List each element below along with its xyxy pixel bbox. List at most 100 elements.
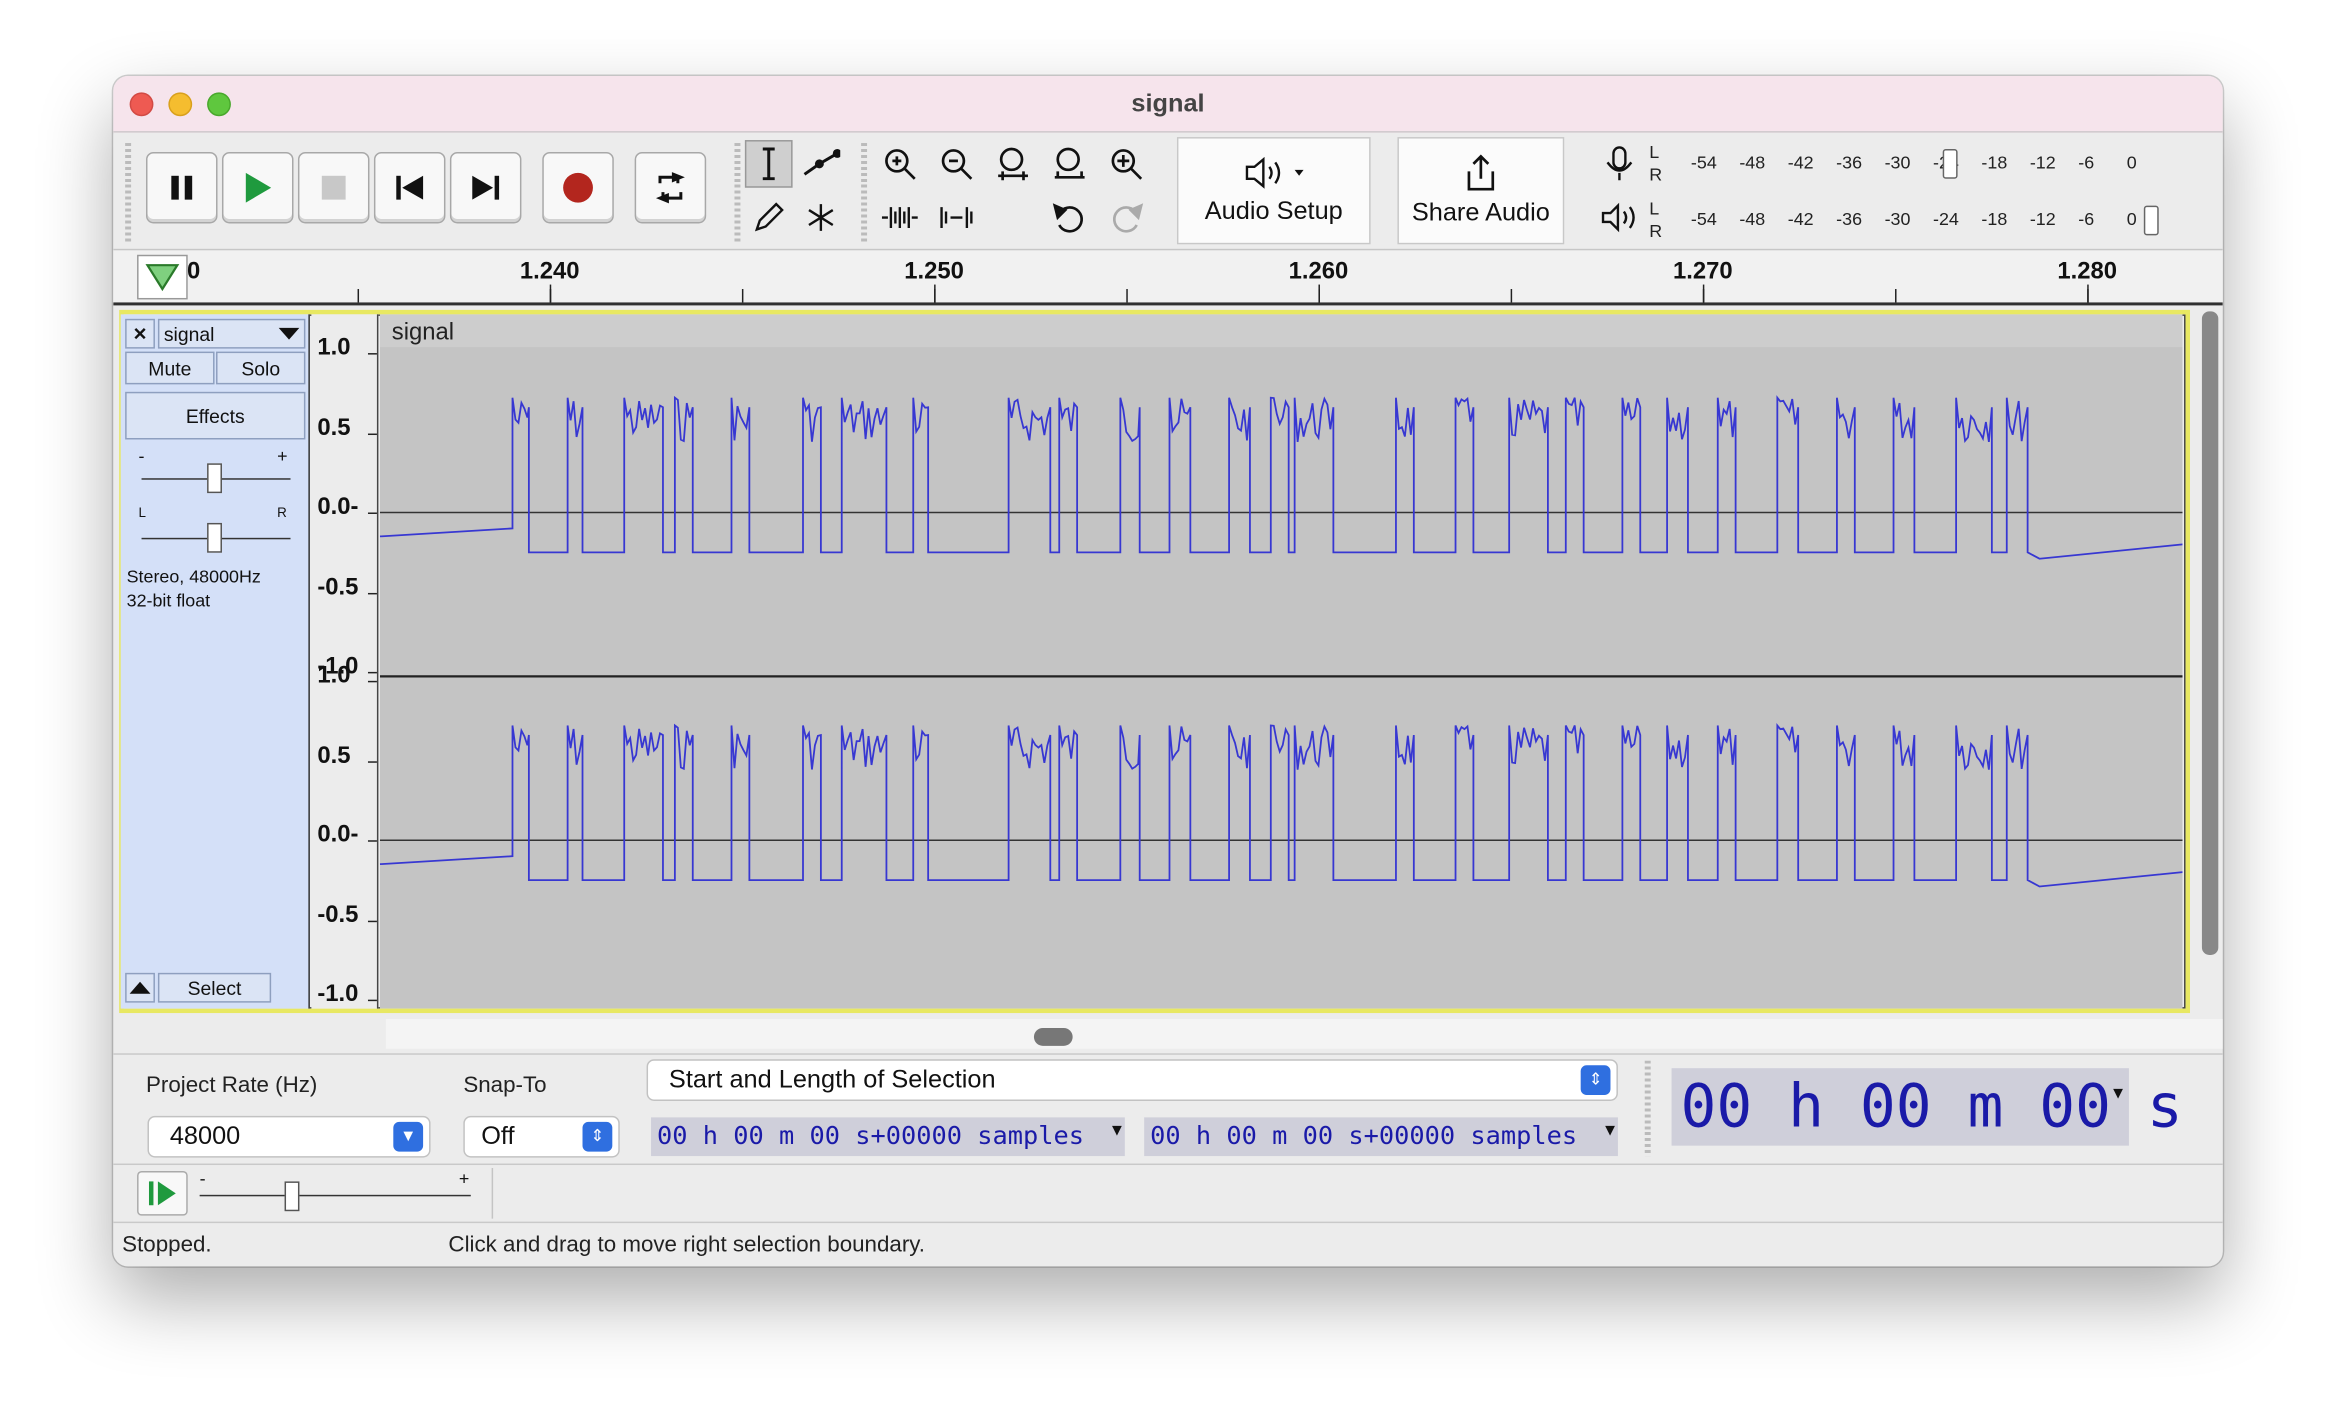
- scale-tick: [367, 840, 377, 842]
- record-level-meter[interactable]: L R -54-48-42-36-30-24-18-12-60: [1646, 142, 2145, 187]
- snap-to-value: Off: [481, 1121, 515, 1151]
- vertical-scrollbar-thumb[interactable]: [2201, 311, 2219, 955]
- close-window-button[interactable]: [129, 92, 154, 117]
- mute-button[interactable]: Mute: [125, 351, 215, 385]
- playback-meter-button[interactable]: [1596, 194, 1644, 242]
- redo-button[interactable]: [1102, 194, 1150, 242]
- title-bar: signal: [113, 75, 2223, 133]
- gain-slider-thumb[interactable]: [207, 463, 222, 494]
- share-audio-label: Share Audio: [1411, 198, 1550, 227]
- ruler-minor-tick: [1126, 289, 1128, 303]
- fit-selection-button[interactable]: [989, 140, 1037, 188]
- loop-button[interactable]: [634, 151, 707, 224]
- selection-length-time[interactable]: 00 h 00 m 00 s+00000 samples ▼: [1144, 1117, 1618, 1157]
- meter-tick-label: -54: [1690, 208, 1717, 230]
- time-toolbar-grip[interactable]: [1644, 1060, 1651, 1157]
- vertical-amplitude-scale[interactable]: 1.0 0.5 0.0- -0.5 -1.0 1.0 0.5 0.0- -0.5 -1.0: [311, 314, 379, 1009]
- horizontal-scrollbar[interactable]: [385, 1019, 2223, 1049]
- track-control-panel[interactable]: × signal Mute Solo Effects - + L R Stere…: [120, 314, 310, 1009]
- playback-level-meter[interactable]: L R -54 -48 -42 -36 -30 -24 -18 -12 -6 0: [1646, 198, 2159, 243]
- ruler-time-label: 1.240: [519, 259, 580, 285]
- track-name-menu-button[interactable]: signal: [157, 318, 306, 349]
- scale-label: 0.0-: [317, 822, 359, 848]
- solo-button[interactable]: Solo: [216, 351, 306, 385]
- track-select-button[interactable]: Select: [157, 972, 272, 1003]
- transport-toolbar-grip[interactable]: [125, 143, 132, 245]
- skip-to-start-button[interactable]: [373, 151, 446, 224]
- chevron-updown-icon: ⇕: [582, 1121, 613, 1152]
- scale-label: -1.0: [317, 654, 359, 680]
- undo-button[interactable]: [1046, 194, 1094, 242]
- play-button[interactable]: [221, 151, 294, 224]
- trim-audio-button[interactable]: [876, 194, 924, 242]
- pan-right-label: R: [277, 505, 287, 520]
- ruler-start-label: 0: [187, 259, 201, 285]
- playback-meter-right-label: R: [1649, 220, 1663, 242]
- waveform-clip[interactable]: signal: [379, 314, 2183, 1009]
- minimize-window-button[interactable]: [168, 92, 193, 117]
- redo-icon: [1113, 203, 1144, 233]
- status-hint: Click and drag to move right selection b…: [448, 1232, 926, 1258]
- skip-to-end-button[interactable]: [449, 151, 522, 224]
- meter-tick-label: 0: [2126, 208, 2137, 230]
- zoom-out-button[interactable]: [933, 140, 981, 188]
- speed-plus-label: +: [458, 1168, 470, 1189]
- pan-slider-thumb[interactable]: [207, 522, 222, 553]
- multi-tool-button[interactable]: [797, 194, 845, 242]
- play-at-speed-icon: [148, 1181, 176, 1206]
- zoom-window-button[interactable]: [207, 92, 231, 117]
- pinned-play-head-button[interactable]: [137, 254, 188, 300]
- play-at-speed-button[interactable]: [137, 1170, 188, 1216]
- play-icon: [245, 172, 272, 203]
- edit-toolbar-grip[interactable]: [861, 143, 868, 245]
- zoom-in-button[interactable]: [876, 140, 924, 188]
- zoom-in-icon: [885, 149, 916, 180]
- audio-position-time[interactable]: 00 h 00 m 00 s ▼: [1671, 1068, 2183, 1146]
- silence-audio-button[interactable]: [933, 194, 981, 242]
- project-rate-combo[interactable]: 48000 ▼: [147, 1115, 431, 1158]
- tools-toolbar-grip[interactable]: [734, 143, 741, 245]
- selection-start-value: 00 h 00 m 00 s+00000 samples: [657, 1121, 1084, 1152]
- fit-project-button[interactable]: [1046, 140, 1094, 188]
- selection-tool-button[interactable]: [744, 140, 793, 188]
- silence-icon: [940, 207, 973, 228]
- timeline-ruler[interactable]: 0 1.240 1.250 1.260 1.270 1.280: [113, 248, 2223, 306]
- playback-meter-slider[interactable]: [2143, 205, 2159, 236]
- pause-button[interactable]: [146, 151, 218, 224]
- zoom-toggle-icon: [1111, 149, 1143, 180]
- clip-title[interactable]: signal: [392, 319, 454, 346]
- share-audio-button[interactable]: Share Audio: [1397, 137, 1565, 245]
- horizontal-scrollbar-thumb[interactable]: [1033, 1027, 1073, 1046]
- meter-tick-label: -42: [1787, 208, 1814, 230]
- selection-start-time[interactable]: 00 h 00 m 00 s+00000 samples ▼: [651, 1117, 1125, 1157]
- envelope-tool-button[interactable]: [797, 140, 845, 188]
- fit-project-icon: [1054, 147, 1085, 179]
- effects-button[interactable]: Effects: [125, 391, 306, 440]
- record-meter-button[interactable]: [1596, 140, 1644, 188]
- ruler-minor-tick: [1510, 289, 1513, 303]
- speed-slider-thumb[interactable]: [284, 1181, 300, 1212]
- scale-tick: [367, 919, 377, 922]
- snap-to-combo[interactable]: Off ⇕: [463, 1115, 620, 1158]
- stop-button[interactable]: [297, 151, 370, 224]
- fit-selection-icon: [998, 147, 1028, 181]
- track-close-button[interactable]: ×: [125, 318, 155, 349]
- draw-tool-button[interactable]: [745, 194, 793, 242]
- scale-tick: [367, 680, 377, 683]
- speed-slider-track[interactable]: [199, 1194, 471, 1197]
- collapse-track-button[interactable]: [125, 972, 155, 1003]
- record-meter-slider[interactable]: [1942, 148, 1958, 179]
- pan-left-label: L: [138, 505, 147, 520]
- selection-mode-combo[interactable]: Start and Length of Selection ⇕: [646, 1059, 1618, 1101]
- snap-to-label: Snap-To: [463, 1072, 547, 1098]
- track-format-depth: 32-bit float: [126, 589, 211, 611]
- scale-tick: [367, 592, 377, 594]
- record-button[interactable]: [542, 151, 614, 224]
- meter-tick-label: -30: [1884, 151, 1911, 173]
- zoom-toggle-button[interactable]: [1102, 140, 1150, 188]
- audio-setup-button[interactable]: Audio Setup: [1176, 137, 1371, 245]
- skip-to-end-icon: [472, 175, 500, 200]
- scale-label: 1.0: [317, 335, 351, 361]
- stop-icon: [321, 175, 346, 200]
